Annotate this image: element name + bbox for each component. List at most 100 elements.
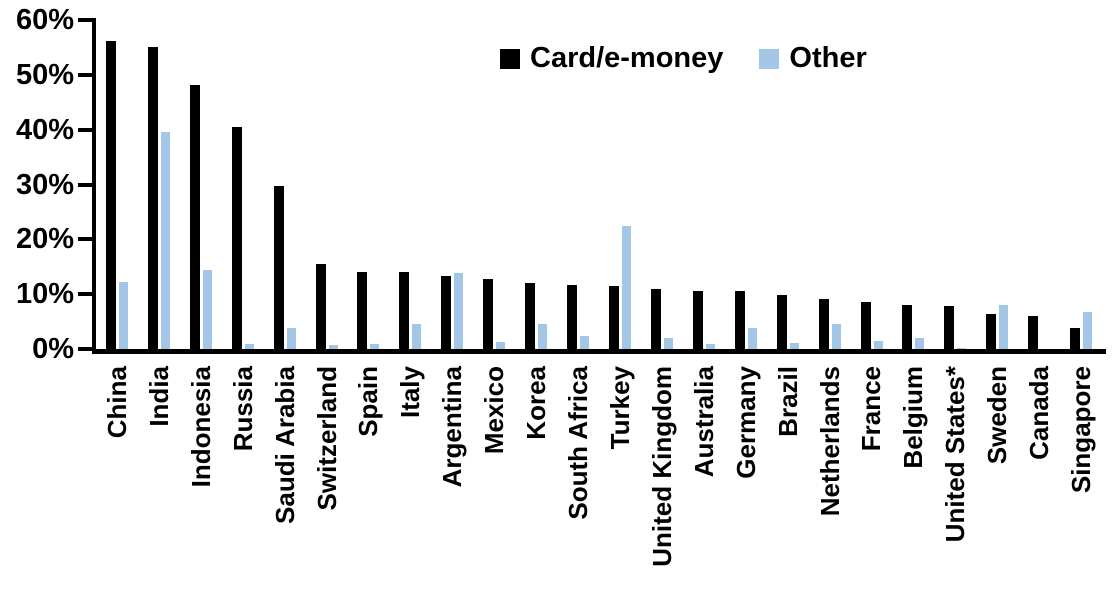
bar-card-sweden [986,313,997,349]
y-tick-label-30: 30% [15,168,74,201]
bar-other-china [118,281,128,349]
x-label-germany: Germany [730,366,761,479]
bar-other-sweden [999,305,1009,349]
legend: Card/e-money Other [500,42,867,75]
y-tick-label-20: 20% [15,223,74,256]
legend-item-other: Other [759,42,867,75]
x-label-turkey: Turkey [604,366,635,450]
bar-other-korea [538,323,548,349]
category-russia [222,20,264,349]
legend-label-card: Card/e-money [530,42,724,74]
x-label-south-africa: South Africa [563,366,594,520]
legend-swatch-other-icon [759,48,780,69]
bar-card-united-kingdom [650,288,661,349]
bar-card-russia [231,126,242,349]
bar-card-france [860,301,871,349]
bar-card-turkey [609,285,620,349]
x-label-france: France [856,366,887,452]
bar-other-russia [244,343,254,349]
y-axis-line [92,19,96,354]
category-turkey [599,20,641,349]
category-spain [348,20,390,349]
bar-other-germany [747,328,757,349]
x-label-australia: Australia [688,366,719,478]
y-tick-label-40: 40% [15,113,74,146]
bar-other-india [160,132,170,349]
bar-other-saudi-arabia [286,328,296,349]
bar-card-singapore [1070,327,1081,349]
y-tick-mark-30 [78,182,96,187]
x-label-indonesia: Indonesia [185,366,216,488]
category-belgium [893,20,935,349]
y-tick-mark-0 [78,347,96,351]
x-label-argentina: Argentina [437,366,468,488]
y-tick-mark-60 [78,18,96,22]
bar-card-brazil [776,294,787,349]
category-italy [389,20,431,349]
category-saudi-arabia [264,20,306,349]
bar-card-china [105,40,116,349]
x-label-belgium: Belgium [898,366,929,469]
y-tick-mark-40 [78,127,96,132]
x-label-sweden: Sweden [982,366,1013,465]
bar-card-india [147,47,158,349]
category-australia [683,20,725,349]
plot-area [96,20,1102,349]
y-tick-label-60: 60% [15,4,74,36]
x-label-canada: Canada [1024,366,1055,460]
bar-other-italy [412,324,422,349]
bar-card-australia [692,290,703,349]
category-china [96,20,138,349]
category-united-states [934,20,976,349]
x-label-korea: Korea [521,366,552,440]
category-germany [725,20,767,349]
bar-other-argentina [454,273,464,349]
bar-card-south-africa [567,284,578,349]
bar-card-italy [399,272,410,349]
y-tick-mark-50 [78,72,96,77]
bar-other-switzerland [328,345,338,349]
x-label-mexico: Mexico [479,366,510,455]
category-argentina [431,20,473,349]
bar-card-saudi-arabia [273,185,284,349]
y-tick-label-10: 10% [15,278,74,311]
x-label-united-states: United States* [940,366,971,543]
category-korea [515,20,557,349]
category-south-africa [557,20,599,349]
bar-other-turkey [622,226,632,349]
y-tick-label-0: 0% [32,333,74,365]
category-united-kingdom [641,20,683,349]
category-switzerland [306,20,348,349]
category-france [851,20,893,349]
bar-other-belgium [915,338,925,349]
bar-card-spain [357,271,368,349]
bar-other-mexico [496,341,506,349]
bar-card-mexico [483,278,494,349]
category-brazil [767,20,809,349]
x-axis-line [92,349,1106,354]
x-label-russia: Russia [227,366,258,452]
legend-item-card-e-money: Card/e-money [500,42,723,75]
category-sweden [976,20,1018,349]
x-label-brazil: Brazil [772,366,803,437]
x-label-singapore: Singapore [1066,366,1097,494]
x-label-saudi-arabia: Saudi Arabia [269,366,300,524]
bar-other-brazil [789,342,799,349]
y-tick-mark-10 [78,292,96,297]
bar-card-argentina [441,276,452,349]
x-label-italy: Italy [395,366,426,419]
bar-other-united-states [957,347,967,349]
bar-other-australia [705,344,715,349]
bar-card-korea [525,282,536,349]
bar-card-indonesia [189,84,200,349]
x-label-spain: Spain [353,366,384,437]
x-label-china: China [101,366,132,439]
x-label-india: India [143,366,174,427]
bar-other-indonesia [202,269,212,349]
bar-other-france [873,341,883,349]
bar-other-united-kingdom [663,337,673,349]
bar-card-germany [734,291,745,349]
bar-card-belgium [902,305,913,349]
y-tick-label-50: 50% [15,58,74,91]
